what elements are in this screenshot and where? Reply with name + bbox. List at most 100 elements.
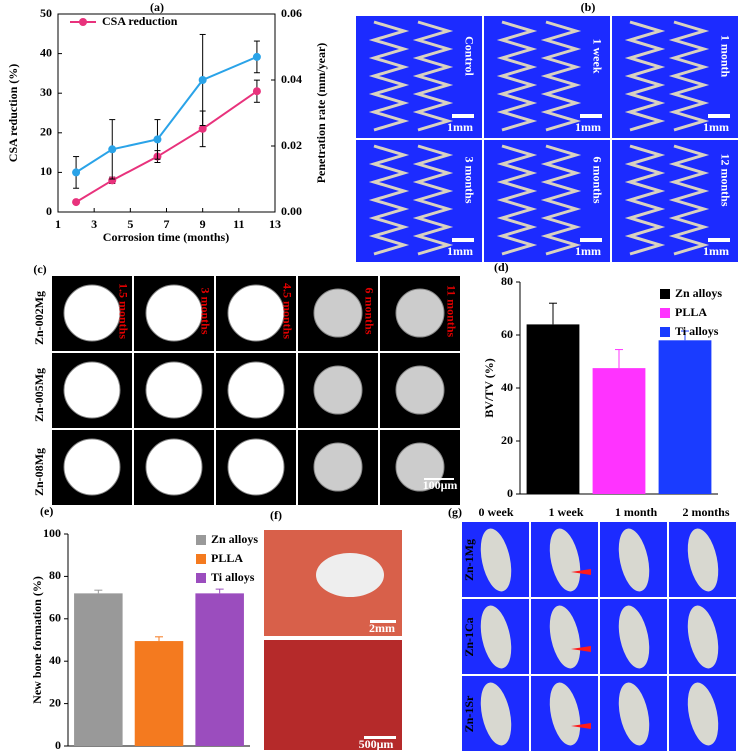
stent-strut <box>412 20 454 132</box>
y-axis-label: BV/TV (%) <box>482 358 496 417</box>
column-label: 1 week <box>549 505 584 519</box>
time-label: 6 months <box>590 156 604 203</box>
x-tick-label: 5 <box>127 217 133 231</box>
stent-strut <box>496 20 538 132</box>
time-label: 3 months <box>198 287 212 334</box>
row-label: Zn-1Ca <box>462 617 476 656</box>
implant-section <box>227 438 285 496</box>
legend-swatch <box>660 327 670 337</box>
y2-tick-label: 0.04 <box>281 72 302 86</box>
column-label: 1 month <box>615 505 658 519</box>
time-label: 1 month <box>718 35 732 78</box>
bone <box>618 605 650 669</box>
implant-section <box>227 361 285 419</box>
legend-label: CSA reduction <box>102 14 178 28</box>
data-point <box>72 168 81 177</box>
implant-section <box>63 361 121 419</box>
bar <box>195 593 244 746</box>
panel-label: (d) <box>494 260 509 274</box>
bone <box>480 528 512 592</box>
bar <box>74 593 123 746</box>
time-label: 11 months <box>444 285 458 338</box>
series-line <box>75 90 258 203</box>
y-tick-label: 100 <box>43 526 61 540</box>
y2-tick-label: 0.02 <box>281 138 302 152</box>
legend-swatch <box>196 554 206 564</box>
stent-strut <box>540 20 582 132</box>
data-point <box>153 135 162 144</box>
x-tick-label: 1 <box>55 217 61 231</box>
data-point <box>72 198 81 207</box>
legend-label: Ti alloys <box>211 570 255 584</box>
bar <box>134 641 184 746</box>
legend-marker <box>79 18 87 26</box>
implant-section <box>395 365 445 415</box>
stent-strut <box>624 20 666 132</box>
bone <box>549 605 581 669</box>
implant-section <box>313 288 363 338</box>
bar <box>526 324 580 494</box>
y-tick-label: 80 <box>49 568 61 582</box>
y-tick-label: 20 <box>49 695 61 709</box>
scale-bar <box>452 114 474 118</box>
implant-section <box>145 438 203 496</box>
x-tick-label: 7 <box>164 217 170 231</box>
stent-strut <box>368 144 410 256</box>
scale-label: 100μm <box>423 478 458 492</box>
implant-section <box>63 284 121 342</box>
scale-bar <box>364 736 396 739</box>
x-tick-label: 3 <box>91 217 97 231</box>
time-label: 4.5 months <box>280 283 294 339</box>
implant-section <box>395 288 445 338</box>
series-line <box>75 55 258 174</box>
legend-swatch <box>196 535 206 545</box>
y-tick-label: 10 <box>40 164 52 178</box>
panel-label: (g) <box>448 505 462 519</box>
y-tick-label: 0 <box>55 738 61 752</box>
scale-bar <box>424 478 454 480</box>
arrow <box>571 569 591 575</box>
time-label: Control <box>462 36 476 76</box>
scale-label: 1mm <box>575 120 601 134</box>
time-label: 12 months <box>718 153 732 206</box>
y-tick-label: 40 <box>501 380 513 394</box>
scale-label: 2mm <box>369 621 395 635</box>
time-label: 6 months <box>362 287 376 334</box>
legend-label: Zn alloys <box>211 532 258 546</box>
stent-strut <box>540 144 582 256</box>
y-tick-label: 40 <box>49 653 61 667</box>
bone <box>618 528 650 592</box>
panel-label: (c) <box>33 262 46 276</box>
x-tick-label: 13 <box>269 217 281 231</box>
arrow <box>571 646 591 652</box>
scale-label: 1mm <box>575 244 601 258</box>
legend-label: Zn alloys <box>675 286 722 300</box>
panel-label: (b) <box>581 0 596 14</box>
stent-strut <box>668 20 710 132</box>
panel-label: (f) <box>270 508 282 522</box>
implant-section <box>313 365 363 415</box>
y-tick-label: 20 <box>501 433 513 447</box>
stent-strut <box>668 144 710 256</box>
y-tick-label: 0 <box>46 204 52 218</box>
y-tick-label: 50 <box>40 6 52 20</box>
bar <box>592 368 646 494</box>
implant-section <box>227 284 285 342</box>
y-tick-label: 60 <box>49 611 61 625</box>
x-tick-label: 11 <box>233 217 244 231</box>
scale-bar <box>580 238 602 242</box>
data-point <box>198 76 207 84</box>
y-tick-label: 40 <box>40 45 52 59</box>
scale-label: 1mm <box>703 244 729 258</box>
bone <box>687 528 719 592</box>
data-point <box>108 176 117 185</box>
bone <box>549 528 581 592</box>
stent-strut <box>412 144 454 256</box>
scale-bar <box>708 114 730 118</box>
legend-swatch <box>660 289 670 299</box>
y-tick-label: 80 <box>501 274 513 288</box>
stent-strut <box>496 144 538 256</box>
data-point <box>252 87 261 96</box>
time-label: 3 months <box>462 156 476 203</box>
